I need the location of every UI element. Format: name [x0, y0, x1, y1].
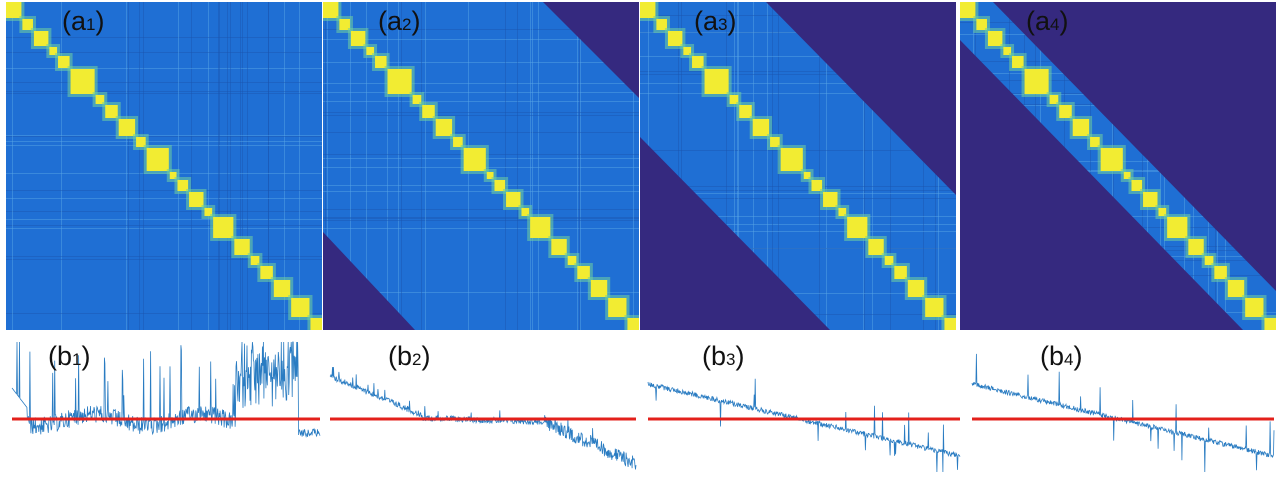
affinity-matrix-a1: [6, 2, 322, 330]
affinity-matrix-a3: [640, 2, 956, 330]
masked-region-top-right: [543, 2, 639, 98]
profile-b2: [329, 366, 637, 470]
masked-region-bottom-left: [640, 137, 830, 330]
affinity-matrix-a2: [323, 2, 639, 330]
masked-region-top-right: [993, 2, 1276, 291]
profile-b1: [11, 341, 321, 438]
masked-region-bottom-left: [960, 40, 1243, 330]
profile-b4: [971, 353, 1275, 473]
signal-trace: [971, 353, 1275, 473]
signal-trace: [11, 341, 321, 438]
masked-region-top-right: [766, 2, 956, 195]
masked-region-bottom-left: [323, 232, 415, 330]
profile-b3: [647, 378, 961, 473]
signal-trace: [647, 378, 961, 473]
affinity-matrix-a4: [960, 2, 1276, 330]
